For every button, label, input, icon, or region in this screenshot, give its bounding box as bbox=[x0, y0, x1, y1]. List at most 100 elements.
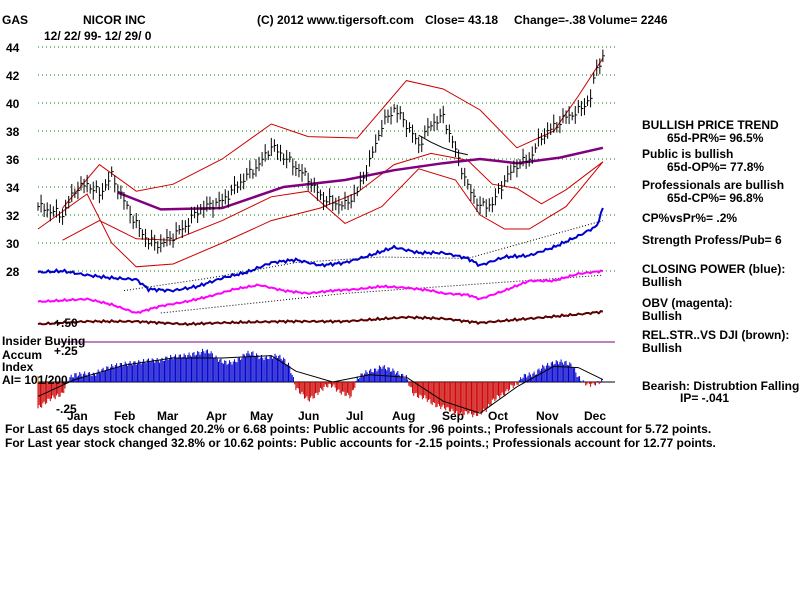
month-aug: Aug bbox=[392, 409, 415, 423]
ticker-symbol: GAS bbox=[2, 13, 29, 27]
price-bar bbox=[375, 134, 378, 153]
price-bar bbox=[43, 203, 47, 218]
obv-trend-line bbox=[160, 274, 603, 314]
price-bar bbox=[86, 174, 90, 193]
price-bar bbox=[40, 194, 44, 213]
price-bar bbox=[230, 184, 234, 196]
price-bar bbox=[439, 108, 443, 124]
ai-label: AI= 101/200 bbox=[2, 373, 68, 387]
price-bar bbox=[129, 205, 133, 224]
price-bar bbox=[74, 188, 77, 198]
price-bar bbox=[178, 224, 182, 235]
price-bar bbox=[335, 197, 338, 211]
footer-line-65day: For Last 65 days stock changed 20.2% or … bbox=[5, 422, 712, 436]
price-bar bbox=[224, 189, 228, 205]
professionals-title: Professionals are bullish bbox=[642, 178, 785, 192]
price-bar bbox=[418, 136, 421, 154]
price-bar bbox=[172, 233, 176, 248]
price-bar bbox=[528, 152, 532, 167]
price-bar bbox=[215, 198, 219, 207]
ma65-line bbox=[117, 146, 604, 211]
price-bar bbox=[246, 167, 249, 181]
close-price: Close= 43.18 bbox=[425, 13, 499, 27]
price-bar bbox=[108, 171, 111, 191]
price-bar bbox=[264, 144, 268, 162]
obv-line bbox=[37, 269, 604, 314]
copyright-link[interactable]: (C) 2012 www.tigersoft.com bbox=[257, 13, 414, 27]
price-bar bbox=[298, 163, 301, 178]
price-bar bbox=[184, 220, 188, 233]
price-bar bbox=[369, 150, 372, 167]
price-bar bbox=[565, 110, 569, 124]
price-bar bbox=[101, 183, 105, 200]
y-tick-28: 28 bbox=[6, 265, 20, 279]
price-bar bbox=[596, 59, 599, 76]
price-bar bbox=[319, 189, 323, 201]
price-bar bbox=[396, 104, 400, 123]
relstr-line bbox=[37, 309, 604, 327]
price-bar bbox=[221, 193, 225, 208]
price-bar bbox=[479, 196, 483, 215]
y-tick-42: 42 bbox=[6, 69, 20, 83]
date-range: 12/ 22/ 99- 12/ 29/ 0 bbox=[44, 29, 152, 43]
price-bar bbox=[267, 150, 271, 161]
price-bar bbox=[568, 106, 572, 125]
price-bar bbox=[580, 100, 584, 117]
price-bar bbox=[350, 194, 354, 209]
price-bar bbox=[531, 146, 535, 164]
x-axis-months: Jan Feb Mar Apr May Jun Jul Aug Sep Oct Nov Dec bbox=[67, 409, 606, 423]
price-bar bbox=[448, 124, 452, 143]
price-bar bbox=[356, 186, 360, 197]
price-bar bbox=[289, 151, 292, 163]
price-bar bbox=[326, 196, 329, 208]
insider-label: Insider Buying bbox=[2, 334, 86, 348]
price-bar bbox=[276, 144, 280, 160]
y-tick-40: 40 bbox=[6, 97, 20, 111]
price-bar bbox=[310, 178, 314, 193]
price-bar bbox=[329, 188, 332, 205]
month-apr: Apr bbox=[206, 409, 227, 423]
obv-title: OBV (magenta): bbox=[642, 296, 733, 310]
price-bar bbox=[547, 122, 550, 139]
price-grid bbox=[38, 46, 615, 272]
price-bar bbox=[273, 139, 277, 152]
price-bar bbox=[95, 180, 99, 193]
price-bar bbox=[473, 188, 476, 204]
price-bar bbox=[55, 199, 59, 218]
price-bar bbox=[187, 218, 191, 234]
price-bar bbox=[80, 176, 83, 191]
price-bar bbox=[353, 184, 357, 203]
price-bar bbox=[384, 109, 387, 125]
price-bar bbox=[593, 72, 596, 84]
accumulation-index-panel bbox=[37, 341, 615, 418]
price-bar bbox=[175, 222, 179, 240]
accum-label: Accum bbox=[2, 348, 43, 362]
index-label: Index bbox=[2, 360, 34, 374]
price-bar bbox=[467, 179, 470, 190]
y-tick-38: 38 bbox=[6, 125, 20, 139]
price-bar bbox=[534, 143, 538, 153]
price-bar bbox=[126, 201, 130, 210]
price-bar bbox=[390, 106, 394, 125]
price-bar bbox=[295, 160, 298, 177]
accum-plus25-label: +.25 bbox=[54, 344, 78, 358]
closing-power-trend-line bbox=[123, 220, 604, 292]
price-bar bbox=[488, 198, 492, 212]
price-bar bbox=[166, 228, 169, 247]
price-bar bbox=[191, 206, 194, 224]
y-tick-32: 32 bbox=[6, 209, 20, 223]
price-bar bbox=[602, 49, 605, 63]
accum-plus50-label: +.50 bbox=[54, 316, 78, 330]
relstr-status: Bullish bbox=[642, 341, 683, 355]
price-bar bbox=[68, 195, 71, 209]
price-bar bbox=[470, 184, 473, 202]
month-jun: Jun bbox=[298, 409, 319, 423]
ip-value: IP= -.041 bbox=[680, 391, 730, 405]
price-bar bbox=[399, 106, 403, 120]
price-bar bbox=[421, 136, 424, 153]
price-bar bbox=[494, 188, 498, 206]
price-bar bbox=[365, 165, 369, 181]
price-bar bbox=[323, 191, 326, 211]
price-bar bbox=[436, 115, 440, 131]
price-bar bbox=[599, 58, 602, 75]
